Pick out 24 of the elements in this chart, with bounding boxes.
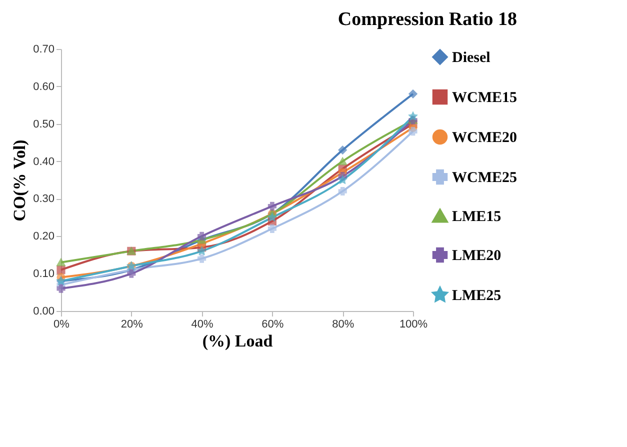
x-tick-label: 100%	[399, 318, 428, 330]
legend-label: WCME25	[452, 170, 517, 186]
legend-label: LME20	[452, 248, 502, 264]
y-tick-label: 0.60	[33, 80, 54, 93]
x-tick-label: 40%	[191, 318, 214, 330]
y-tick-label: 0.10	[33, 268, 54, 280]
y-tick-label: 0.30	[33, 193, 54, 206]
y-tick-label: 0.00	[33, 306, 54, 318]
y-tick-label: 0.40	[33, 156, 54, 168]
x-tick-label: 60%	[262, 318, 284, 330]
x-tick-label: 80%	[332, 318, 354, 330]
x-axis-title: (%) Load	[202, 332, 274, 350]
y-axis-title: CO(% Vol)	[10, 140, 30, 222]
legend-label: Diesel	[452, 50, 490, 66]
y-tick-label: 0.50	[33, 118, 54, 130]
y-tick-label: 0.70	[33, 44, 54, 56]
legend-label: WCME20	[452, 130, 517, 146]
chart-title: Compression Ratio 18	[338, 9, 517, 30]
x-tick-label: 0%	[54, 318, 70, 330]
legend-label: LME15	[452, 209, 502, 225]
x-tick-label: 20%	[120, 318, 144, 330]
legend-label: LME25	[452, 288, 502, 304]
legend-label: WCME15	[452, 90, 517, 106]
y-tick-label: 0.20	[33, 230, 54, 243]
